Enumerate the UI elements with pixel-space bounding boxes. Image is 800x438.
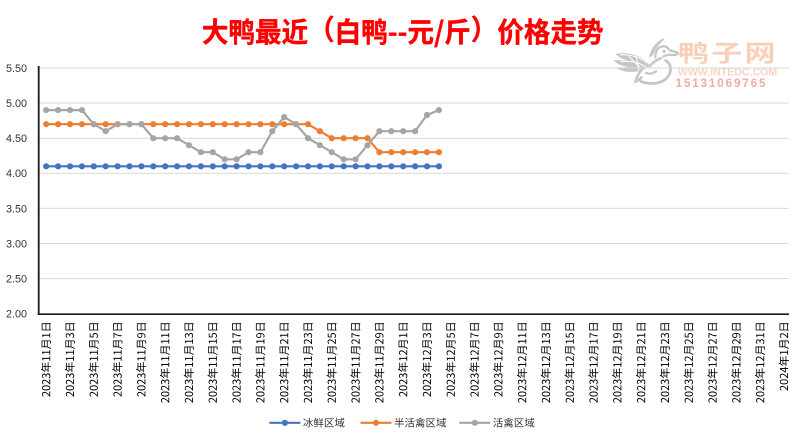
svg-text:4.00: 4.00 bbox=[6, 168, 27, 180]
svg-text:2.00: 2.00 bbox=[6, 309, 27, 321]
svg-text:3.50: 3.50 bbox=[6, 203, 27, 215]
svg-text:5.00: 5.00 bbox=[6, 98, 27, 110]
svg-text:4.50: 4.50 bbox=[6, 133, 27, 145]
svg-text:15131069765: 15131069765 bbox=[676, 77, 768, 90]
svg-text:5.50: 5.50 bbox=[6, 63, 27, 75]
svg-text:2.50: 2.50 bbox=[6, 274, 27, 286]
svg-text:3.00: 3.00 bbox=[6, 238, 27, 250]
svg-text:WWW.INTEDC.COM: WWW.INTEDC.COM bbox=[678, 66, 778, 78]
